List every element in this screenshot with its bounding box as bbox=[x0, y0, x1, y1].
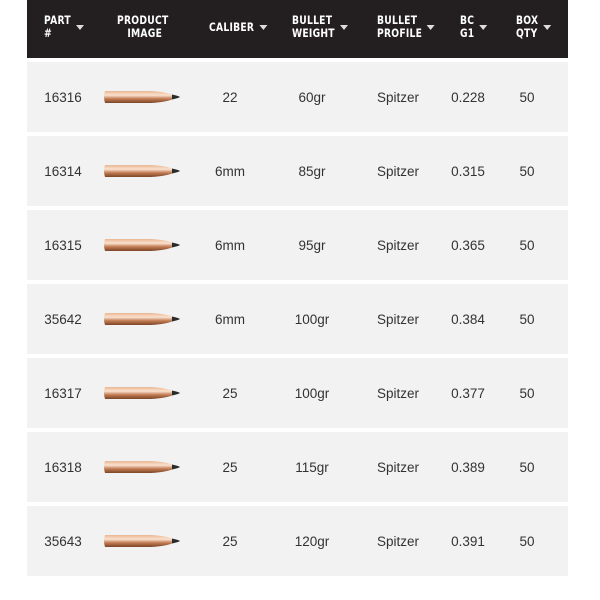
caliber: 6mm bbox=[215, 164, 245, 179]
sort-bullet-profile[interactable]: BULLET PROFILE bbox=[377, 14, 435, 40]
bullet-profile: Spitzer bbox=[376, 386, 420, 401]
bullet-profile: Spitzer bbox=[376, 164, 420, 179]
bullet-image bbox=[104, 535, 180, 547]
box-qty: 50 bbox=[519, 386, 535, 401]
bullet-profile: Spitzer bbox=[376, 534, 420, 549]
bc-g1: 0.365 bbox=[451, 238, 485, 253]
bullet-image bbox=[104, 91, 180, 103]
bullet-profile: Spitzer bbox=[376, 312, 420, 327]
bullet-profile: Spitzer bbox=[376, 238, 420, 253]
product-table: PART # PRODUCT IMAGE CALIBER BULLET WEIGHT … bbox=[27, 0, 568, 576]
bullet-image bbox=[104, 461, 180, 473]
table-row: 35642 6mm 100gr Spitzer 0.384 50 bbox=[27, 284, 568, 354]
bullet-weight: 95gr bbox=[298, 238, 326, 253]
caliber: 25 bbox=[222, 534, 238, 549]
table-row: 16318 25 115gr Spitzer 0.389 50 bbox=[27, 432, 568, 502]
box-qty: 50 bbox=[519, 164, 535, 179]
bullet-weight: 85gr bbox=[298, 164, 326, 179]
box-qty: 50 bbox=[519, 90, 535, 105]
caliber: 25 bbox=[222, 386, 238, 401]
part-number: 35642 bbox=[44, 312, 82, 327]
box-qty: 50 bbox=[519, 460, 535, 475]
bc-g1: 0.228 bbox=[451, 90, 485, 105]
sort-box-qty[interactable]: BOX QTY bbox=[516, 14, 552, 40]
sort-arrow-icon bbox=[75, 24, 84, 30]
bullet-image bbox=[104, 387, 180, 399]
bullet-image bbox=[104, 165, 180, 177]
part-number: 16318 bbox=[44, 460, 82, 475]
table-row: 16316 22 60gr Spitzer 0.228 50 bbox=[27, 62, 568, 132]
sort-arrow-icon bbox=[543, 24, 552, 30]
part-number: 35643 bbox=[44, 534, 82, 549]
bullet-profile: Spitzer bbox=[376, 460, 420, 475]
caliber: 22 bbox=[222, 90, 238, 105]
bullet-image bbox=[104, 313, 180, 325]
sort-arrow-icon bbox=[479, 24, 488, 30]
bc-g1: 0.377 bbox=[451, 386, 485, 401]
caliber: 6mm bbox=[215, 312, 245, 327]
table-row: 16315 6mm 95gr Spitzer 0.365 50 bbox=[27, 210, 568, 280]
box-qty: 50 bbox=[519, 238, 535, 253]
bc-g1: 0.391 bbox=[451, 534, 485, 549]
table-row: 35643 25 120gr Spitzer 0.391 50 bbox=[27, 506, 568, 576]
part-number: 16317 bbox=[44, 386, 82, 401]
sort-arrow-icon bbox=[426, 24, 435, 30]
sort-bullet-weight[interactable]: BULLET WEIGHT bbox=[292, 14, 348, 40]
bullet-weight: 60gr bbox=[298, 90, 326, 105]
bc-g1: 0.384 bbox=[451, 312, 485, 327]
table-row: 16314 6mm 85gr Spitzer 0.315 50 bbox=[27, 136, 568, 206]
bc-g1: 0.315 bbox=[451, 164, 485, 179]
part-number: 16315 bbox=[44, 238, 82, 253]
box-qty: 50 bbox=[519, 534, 535, 549]
sort-bc-g1[interactable]: BC G1 bbox=[460, 14, 488, 40]
caliber: 6mm bbox=[215, 238, 245, 253]
sort-part-number[interactable]: PART # bbox=[44, 14, 84, 40]
caliber: 25 bbox=[222, 460, 238, 475]
box-qty: 50 bbox=[519, 312, 535, 327]
bc-g1: 0.389 bbox=[451, 460, 485, 475]
bullet-weight: 100gr bbox=[294, 312, 330, 327]
table-row: 16317 25 100gr Spitzer 0.377 50 bbox=[27, 358, 568, 428]
bullet-weight: 120gr bbox=[294, 534, 330, 549]
bullet-weight: 100gr bbox=[294, 386, 330, 401]
part-number: 16314 bbox=[44, 164, 82, 179]
sort-arrow-icon bbox=[339, 24, 348, 30]
bullet-profile: Spitzer bbox=[376, 90, 420, 105]
sort-caliber[interactable]: CALIBER bbox=[209, 21, 268, 34]
part-number: 16316 bbox=[44, 90, 82, 105]
bullet-weight: 115gr bbox=[295, 460, 329, 475]
sort-arrow-icon bbox=[259, 25, 268, 30]
bullet-image bbox=[104, 239, 180, 251]
table-header: PART # PRODUCT IMAGE CALIBER BULLET WEIGHT … bbox=[27, 0, 568, 58]
header-product-image: PRODUCT IMAGE bbox=[117, 13, 169, 40]
